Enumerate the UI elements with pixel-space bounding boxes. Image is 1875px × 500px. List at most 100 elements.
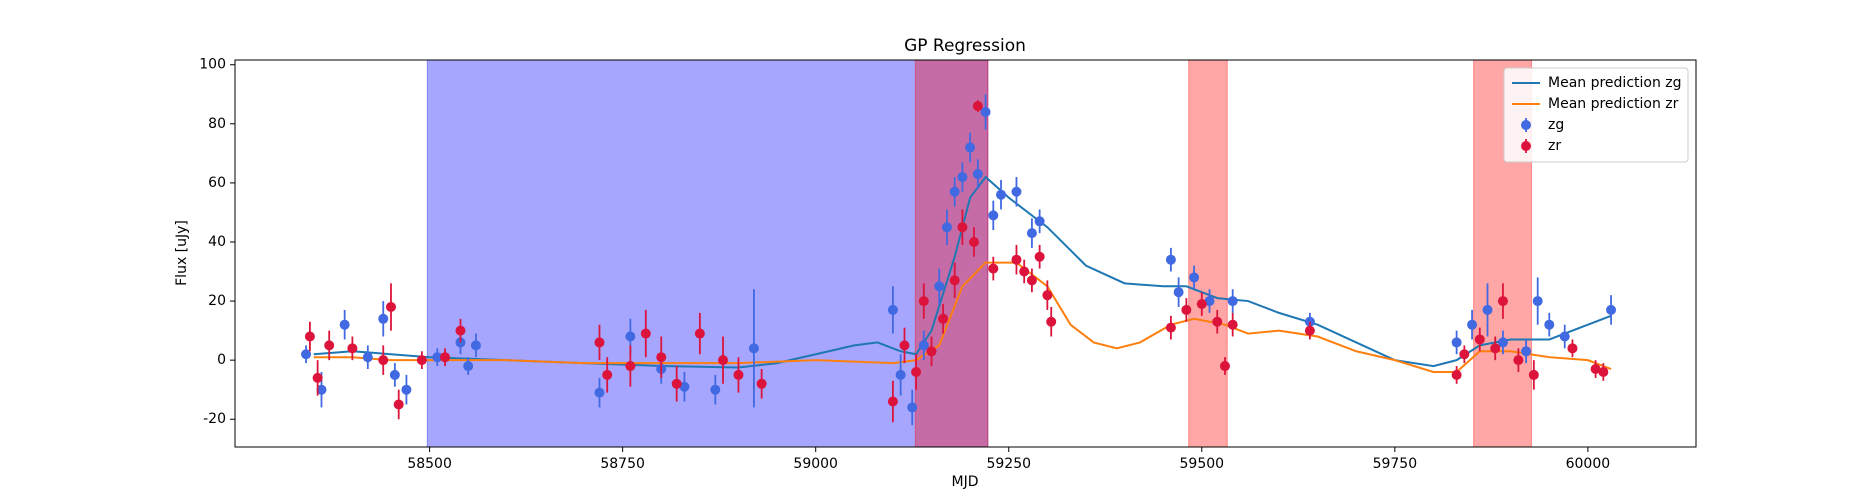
data-point — [1559, 331, 1570, 342]
data-point — [1227, 319, 1238, 330]
legend-label: Mean prediction zg — [1548, 75, 1682, 91]
data-point — [470, 340, 481, 351]
data-point — [1532, 296, 1543, 307]
data-point — [324, 340, 335, 351]
data-point — [389, 369, 400, 380]
data-point — [1482, 304, 1493, 315]
y-axis-label: Flux [uJy] — [174, 220, 190, 286]
data-point — [718, 355, 729, 366]
data-point — [988, 210, 999, 221]
data-point — [432, 352, 443, 363]
mean-line — [313, 261, 1612, 373]
data-point — [1606, 304, 1617, 315]
y-tick-label: 100 — [199, 57, 226, 73]
legend-label: Mean prediction zr — [1548, 96, 1679, 112]
axes-frame — [234, 59, 1697, 448]
data-point — [1521, 346, 1532, 357]
data-point — [941, 222, 952, 233]
data-point — [918, 296, 929, 307]
data-point — [1011, 186, 1022, 197]
data-point — [1212, 316, 1223, 327]
data-point — [393, 399, 404, 410]
data-point — [594, 387, 605, 398]
data-point — [1196, 299, 1207, 310]
y-tick-label: 20 — [208, 293, 226, 309]
data-point — [1598, 366, 1609, 377]
x-axis-label: MJD — [952, 474, 979, 490]
data-point — [1026, 228, 1037, 239]
data-point — [1011, 254, 1022, 265]
plot-area — [301, 60, 1617, 447]
data-point — [602, 369, 613, 380]
data-point — [440, 352, 451, 363]
data-point — [1034, 251, 1045, 262]
data-point — [1590, 364, 1601, 375]
shaded-span — [1188, 60, 1228, 447]
x-tick-label: 58750 — [600, 456, 645, 472]
data-point — [385, 301, 396, 312]
data-point — [996, 189, 1007, 200]
data-point — [748, 343, 759, 354]
data-point — [1467, 319, 1478, 330]
data-point — [339, 319, 350, 330]
data-point — [1459, 349, 1470, 360]
data-point — [1165, 254, 1176, 265]
data-point — [887, 396, 898, 407]
data-point — [671, 378, 682, 389]
legend-swatch — [1521, 141, 1531, 151]
data-point — [1497, 296, 1508, 307]
data-point — [1181, 304, 1192, 315]
x-tick-label: 58500 — [407, 456, 452, 472]
data-point — [1474, 334, 1485, 345]
data-point — [1019, 266, 1030, 277]
data-point — [957, 171, 968, 182]
data-point — [594, 337, 605, 348]
y-tick-label: 40 — [208, 234, 226, 250]
legend-label: zg — [1548, 117, 1564, 133]
data-point — [625, 331, 636, 342]
data-point — [312, 372, 323, 383]
data-point — [656, 352, 667, 363]
data-point — [362, 352, 373, 363]
y-tick-label: 0 — [217, 352, 226, 368]
x-tick-label: 59500 — [1180, 456, 1225, 472]
shaded-span — [426, 60, 989, 447]
data-point — [918, 340, 929, 351]
legend-box — [1503, 67, 1689, 163]
legend-swatch — [1521, 120, 1531, 130]
y-tick-label: 60 — [208, 175, 226, 191]
x-tick-label: 60000 — [1566, 456, 1611, 472]
data-point — [455, 325, 466, 336]
data-point — [1490, 343, 1501, 354]
data-point — [926, 346, 937, 357]
data-point — [401, 384, 412, 395]
data-point — [301, 349, 312, 360]
data-point — [938, 313, 949, 324]
data-point — [911, 366, 922, 377]
data-point — [972, 169, 983, 180]
shaded-span — [914, 60, 989, 447]
data-point — [1497, 337, 1508, 348]
data-point — [347, 343, 358, 354]
data-point — [1513, 355, 1524, 366]
y-tick-label: -20 — [203, 411, 226, 427]
data-point — [1165, 322, 1176, 333]
data-point — [304, 331, 315, 342]
data-point — [1528, 369, 1539, 380]
data-point — [887, 304, 898, 315]
data-point — [640, 328, 651, 339]
data-point — [1227, 296, 1238, 307]
chart-title: GP Regression — [904, 36, 1026, 56]
data-point — [463, 361, 474, 372]
data-point — [899, 340, 910, 351]
data-point — [733, 369, 744, 380]
x-tick-label: 59000 — [793, 456, 838, 472]
data-point — [1567, 343, 1578, 354]
data-point — [756, 378, 767, 389]
data-point — [1544, 319, 1555, 330]
data-point — [965, 142, 976, 153]
data-point — [972, 101, 983, 112]
y-tick-label: 80 — [208, 116, 226, 132]
